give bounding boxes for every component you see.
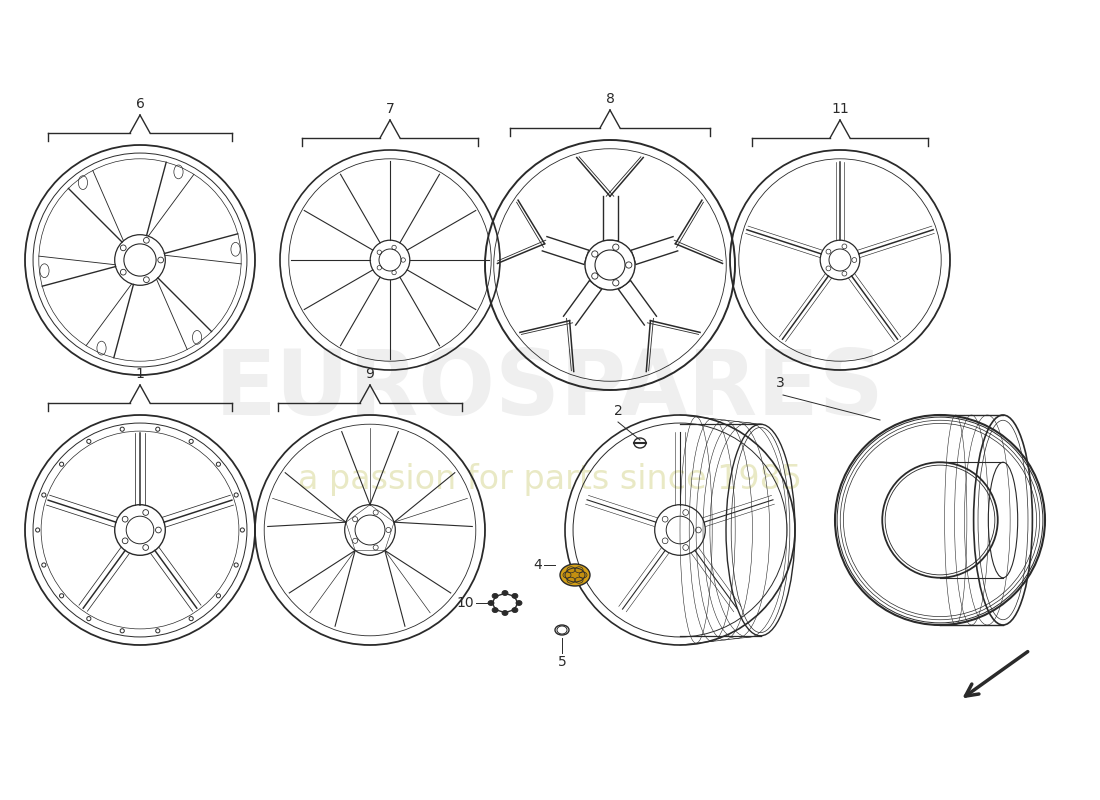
Text: 10: 10 <box>456 596 474 610</box>
Ellipse shape <box>502 610 508 615</box>
Text: 6: 6 <box>135 97 144 111</box>
Ellipse shape <box>502 590 508 595</box>
Text: 3: 3 <box>776 376 784 390</box>
Ellipse shape <box>560 564 590 586</box>
Text: 11: 11 <box>832 102 849 116</box>
Ellipse shape <box>492 594 498 598</box>
Text: 8: 8 <box>606 92 615 106</box>
Ellipse shape <box>565 568 585 582</box>
Ellipse shape <box>512 594 518 598</box>
Text: 9: 9 <box>365 367 374 381</box>
Text: 2: 2 <box>614 404 623 418</box>
Text: 5: 5 <box>558 655 566 669</box>
Text: 7: 7 <box>386 102 395 116</box>
Text: 1: 1 <box>135 367 144 381</box>
Ellipse shape <box>512 607 518 613</box>
Ellipse shape <box>492 607 498 613</box>
Text: 4: 4 <box>534 558 542 572</box>
Ellipse shape <box>516 601 522 606</box>
Text: a passion for parts since 1985: a passion for parts since 1985 <box>298 463 802 497</box>
Ellipse shape <box>488 601 494 606</box>
Text: EUROSPARES: EUROSPARES <box>216 346 884 434</box>
